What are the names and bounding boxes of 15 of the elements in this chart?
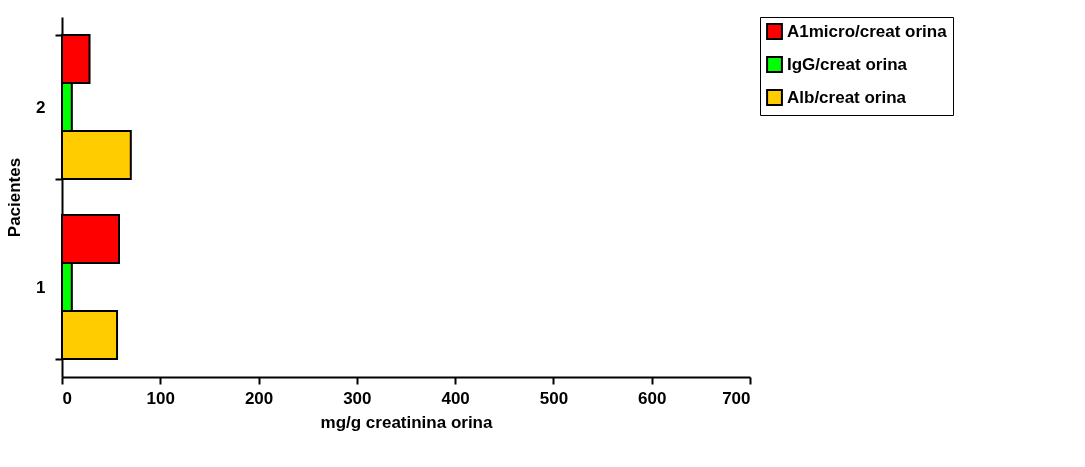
x-tick-label: 500 — [539, 388, 569, 408]
x-tick-label: 200 — [244, 388, 274, 408]
y-tick-label: 1 — [36, 277, 46, 297]
x-tick-label: 0 — [62, 388, 72, 408]
legend-label: Alb/creat orina — [787, 87, 907, 107]
y-tick-label: 2 — [36, 97, 46, 117]
x-tick-label: 400 — [441, 388, 470, 408]
y-axis-title: Pacientes — [5, 157, 25, 238]
x-axis-title: mg/g creatinina orina — [320, 412, 493, 432]
x-tick-label: 300 — [343, 388, 372, 408]
x-tick-label: 700 — [722, 388, 751, 408]
x-tick-label: 100 — [146, 388, 175, 408]
x-tick-label: 600 — [638, 388, 667, 408]
legend-label: IgG/creat orina — [787, 54, 908, 74]
legend-label: A1micro/creat orina — [787, 21, 948, 41]
